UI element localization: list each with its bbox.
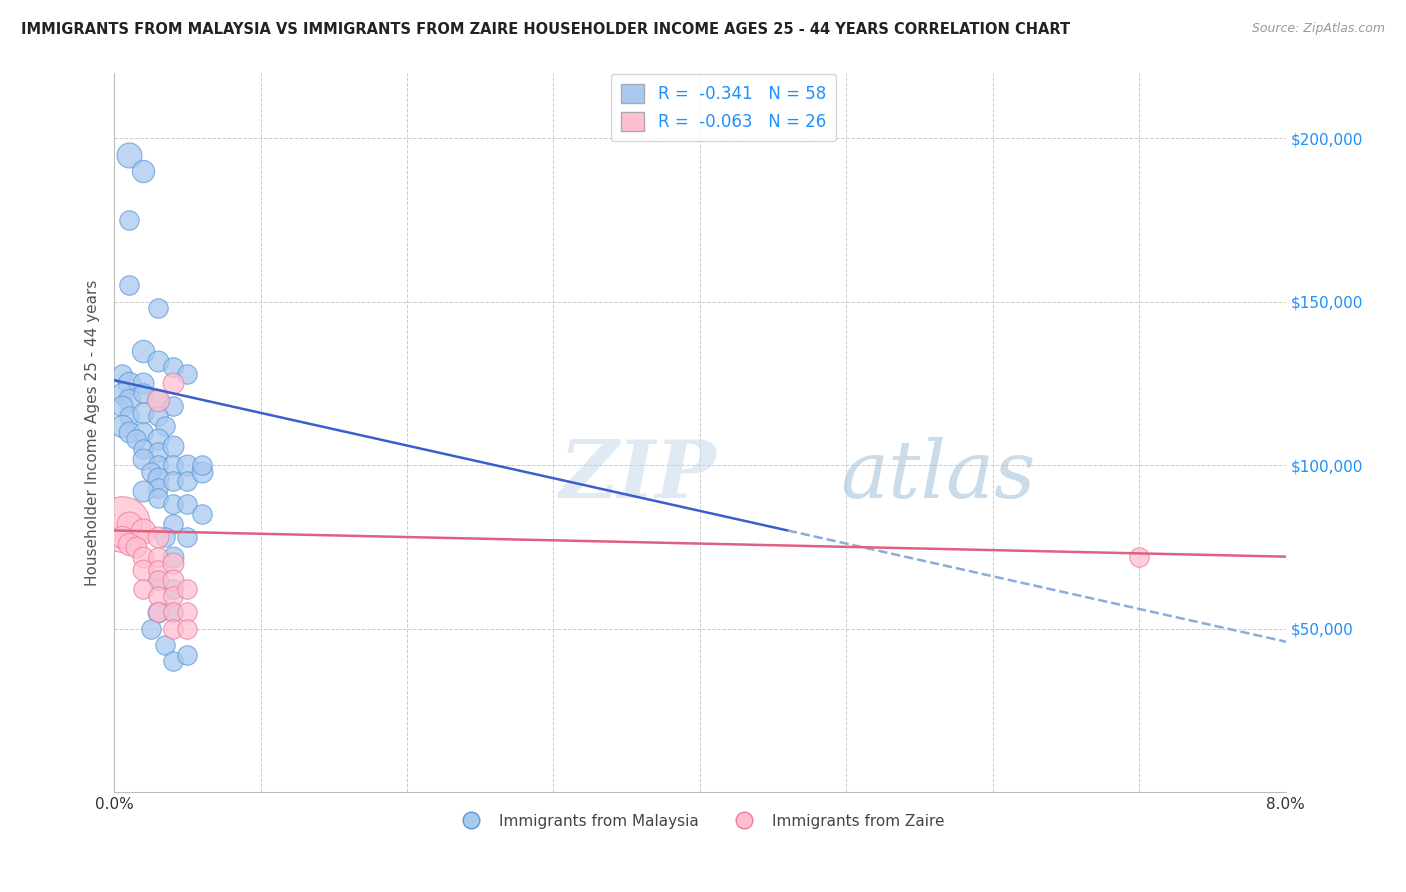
Point xyxy=(146,589,169,603)
Point xyxy=(176,497,198,511)
Point xyxy=(162,438,184,452)
Point xyxy=(110,530,132,544)
Point xyxy=(155,638,177,652)
Point xyxy=(162,573,184,587)
Point xyxy=(110,419,132,434)
Legend: Immigrants from Malaysia, Immigrants from Zaire: Immigrants from Malaysia, Immigrants fro… xyxy=(450,807,950,835)
Point xyxy=(176,648,198,662)
Point xyxy=(176,475,198,489)
Y-axis label: Householder Income Ages 25 - 44 years: Householder Income Ages 25 - 44 years xyxy=(86,279,100,586)
Point xyxy=(146,409,169,424)
Point xyxy=(110,400,132,414)
Point xyxy=(132,549,155,564)
Point xyxy=(146,392,169,407)
Point xyxy=(162,582,184,597)
Point xyxy=(162,605,184,619)
Point xyxy=(162,400,184,414)
Point xyxy=(118,213,141,227)
Text: Source: ZipAtlas.com: Source: ZipAtlas.com xyxy=(1251,22,1385,36)
Point xyxy=(132,563,155,577)
Point xyxy=(162,589,184,603)
Point xyxy=(146,605,169,619)
Point xyxy=(132,524,155,538)
Point xyxy=(118,147,141,161)
Point xyxy=(162,549,184,564)
Point xyxy=(162,497,184,511)
Point xyxy=(132,376,155,391)
Point xyxy=(162,556,184,570)
Point xyxy=(191,507,214,521)
Point xyxy=(118,278,141,293)
Point xyxy=(118,536,141,550)
Point xyxy=(132,451,155,466)
Point xyxy=(132,442,155,456)
Point xyxy=(118,392,141,407)
Point xyxy=(146,481,169,495)
Point xyxy=(132,386,155,401)
Point xyxy=(146,458,169,472)
Point xyxy=(132,425,155,440)
Point xyxy=(125,432,148,446)
Point xyxy=(125,540,148,554)
Point xyxy=(146,605,169,619)
Point xyxy=(118,425,141,440)
Point xyxy=(162,376,184,391)
Point xyxy=(146,491,169,505)
Point xyxy=(162,654,184,668)
Point xyxy=(155,419,177,434)
Point xyxy=(132,582,155,597)
Point xyxy=(176,605,198,619)
Point xyxy=(146,392,169,407)
Point xyxy=(110,367,132,381)
Text: IMMIGRANTS FROM MALAYSIA VS IMMIGRANTS FROM ZAIRE HOUSEHOLDER INCOME AGES 25 - 4: IMMIGRANTS FROM MALAYSIA VS IMMIGRANTS F… xyxy=(21,22,1070,37)
Point xyxy=(146,353,169,368)
Point xyxy=(162,516,184,531)
Point xyxy=(176,582,198,597)
Point xyxy=(118,516,141,531)
Point xyxy=(162,605,184,619)
Point xyxy=(118,376,141,391)
Point xyxy=(110,386,132,401)
Point xyxy=(162,458,184,472)
Point xyxy=(146,530,169,544)
Point xyxy=(162,475,184,489)
Point xyxy=(176,367,198,381)
Point xyxy=(146,432,169,446)
Point xyxy=(176,458,198,472)
Point xyxy=(162,360,184,375)
Point xyxy=(176,530,198,544)
Point xyxy=(132,406,155,420)
Point xyxy=(162,622,184,636)
Point xyxy=(139,622,162,636)
Point xyxy=(146,301,169,316)
Point xyxy=(155,530,177,544)
Point xyxy=(132,484,155,499)
Point xyxy=(146,573,169,587)
Point xyxy=(146,445,169,459)
Point xyxy=(191,465,214,479)
Point xyxy=(110,516,132,531)
Point xyxy=(176,622,198,636)
Point xyxy=(146,563,169,577)
Point xyxy=(146,549,169,564)
Text: ZIP: ZIP xyxy=(560,437,716,515)
Text: atlas: atlas xyxy=(841,437,1036,515)
Point xyxy=(146,573,169,587)
Point xyxy=(132,164,155,178)
Point xyxy=(1128,549,1150,564)
Point xyxy=(132,343,155,358)
Point xyxy=(139,465,162,479)
Point xyxy=(191,458,214,472)
Point xyxy=(118,409,141,424)
Point xyxy=(146,471,169,485)
